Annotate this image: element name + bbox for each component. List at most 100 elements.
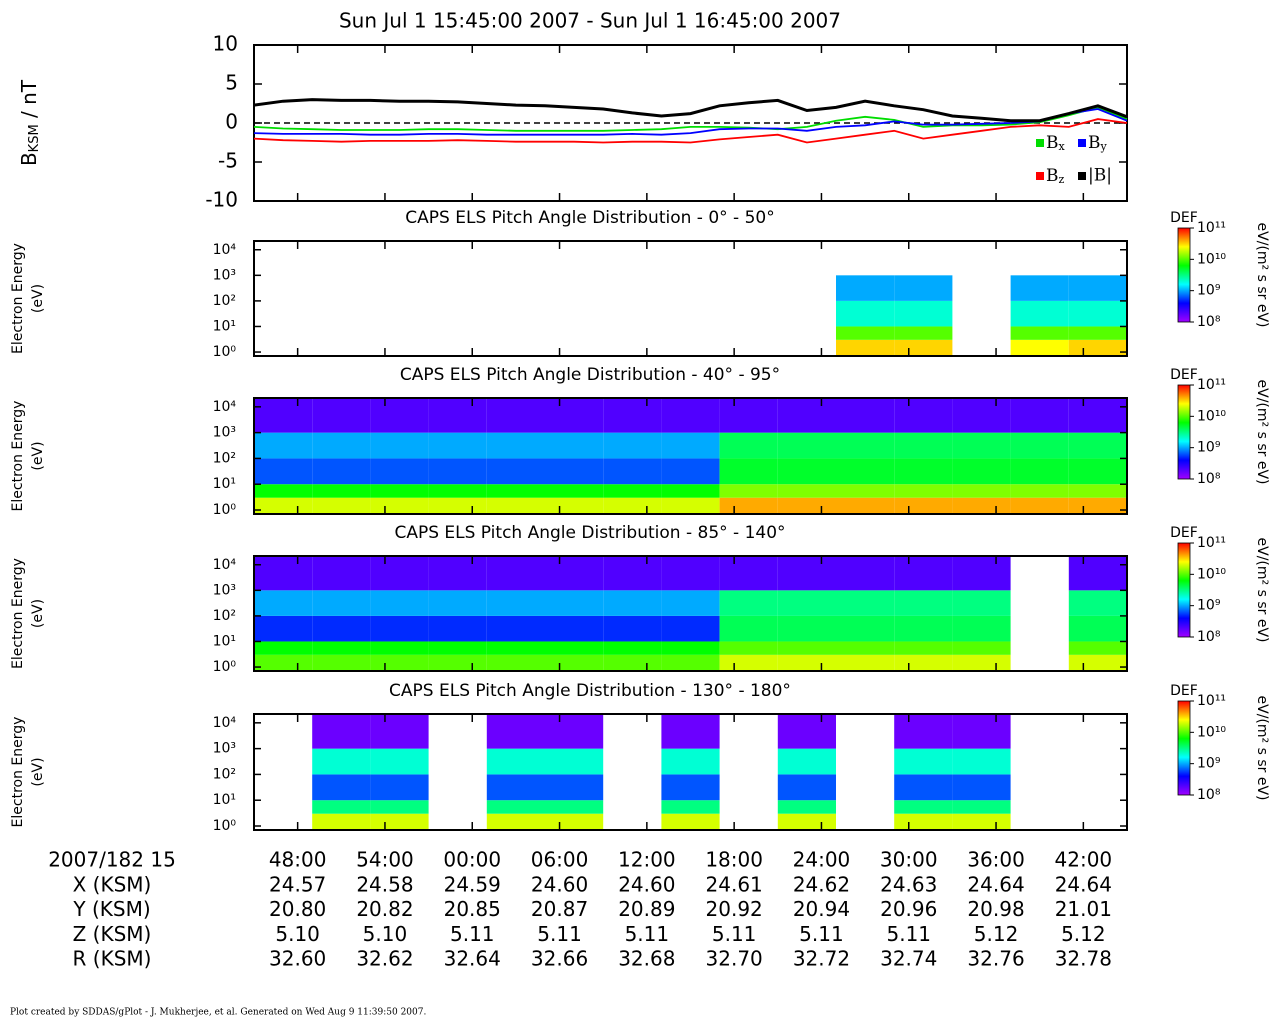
y-tick-label: 10³ (213, 741, 236, 757)
ephemeris-value: 5.11 (625, 922, 670, 946)
heat-cell (777, 800, 836, 814)
heat-cell (603, 590, 662, 616)
heat-cell (312, 615, 371, 642)
x-tick-label: 36:00 (967, 848, 1025, 872)
heat-cell (428, 590, 487, 616)
colorbar (1177, 384, 1191, 480)
heat-cell (486, 556, 545, 591)
heat-cell (312, 813, 371, 830)
heat-cell (370, 813, 429, 830)
heat-cell (428, 556, 487, 591)
y-tick-label: 10 (213, 32, 238, 56)
heat-cell (719, 497, 778, 514)
panel-title: CAPS ELS Pitch Angle Distribution - 130°… (389, 681, 791, 701)
heat-cell (486, 813, 545, 830)
heat-cell (894, 714, 953, 749)
heat-cell (894, 339, 953, 356)
y-tick-label: -10 (205, 188, 238, 212)
heat-cell (428, 484, 487, 498)
heat-cell (777, 813, 836, 830)
heat-cell (952, 458, 1011, 485)
heat-cell (836, 339, 895, 356)
x-tick-label: 18:00 (705, 848, 763, 872)
heat-cell (370, 800, 429, 814)
heat-cell (894, 590, 953, 616)
heat-cell (836, 615, 895, 642)
heat-cell (1010, 458, 1069, 485)
colorbar-units: eV/(m² s sr eV) (1254, 538, 1270, 643)
heat-cell (952, 556, 1011, 591)
y-tick-label: 10⁰ (213, 659, 237, 675)
colorbar-tick-label: 10⁸ (1197, 629, 1221, 645)
ephemeris-value: 24.60 (618, 873, 675, 897)
ephemeris-value: 24.64 (1055, 873, 1112, 897)
heat-cell (1068, 458, 1127, 485)
heat-cell (894, 326, 953, 340)
heat-cell (545, 484, 604, 498)
heat-cell (1010, 275, 1069, 301)
series-line (253, 106, 1128, 132)
colorbar-tick-label: 10⁹ (1197, 598, 1221, 614)
heat-cell (370, 484, 429, 498)
ephemeris-value: 20.89 (618, 897, 675, 921)
heat-cell (719, 615, 778, 642)
colorbar-label: DEF (1170, 683, 1198, 699)
colorbar-tick-label: 10¹⁰ (1197, 251, 1226, 267)
ephemeris-value: 32.70 (706, 947, 763, 971)
heat-cell (661, 484, 720, 498)
heat-cell (312, 714, 371, 749)
ephemeris-value: 32.64 (444, 947, 501, 971)
heat-cell (545, 556, 604, 591)
colorbar-tick-label: 10¹¹ (1197, 693, 1226, 709)
heat-cell (370, 432, 429, 459)
y-tick-label: 0 (225, 110, 238, 134)
heat-cell (428, 432, 487, 459)
ephemeris-value: 24.61 (706, 873, 763, 897)
colorbar-units: eV/(m² s sr eV) (1254, 696, 1270, 801)
ephemeris-value: 24.59 (444, 873, 501, 897)
heat-cell (777, 714, 836, 749)
y-axis-units: (eV) (30, 441, 46, 470)
colorbar-units: eV/(m² s sr eV) (1254, 223, 1270, 328)
colorbar-tick-label: 10¹⁰ (1197, 566, 1226, 582)
y-tick-label: 10¹ (213, 476, 236, 492)
heat-cell (894, 300, 953, 327)
heat-cell (1010, 339, 1069, 356)
legend-swatch (1036, 172, 1044, 180)
heat-cell (777, 590, 836, 616)
heat-cell (312, 556, 371, 591)
heat-cell (836, 497, 895, 514)
y-tick-label: 5 (225, 71, 238, 95)
y-axis-label: Electron Energy (10, 717, 26, 828)
heat-cell (719, 484, 778, 498)
heat-cell (836, 654, 895, 671)
legend-label: |B| (1088, 166, 1112, 186)
ephemeris-value: 24.63 (880, 873, 937, 897)
legend-label: Bz (1046, 166, 1065, 187)
heat-cell (428, 641, 487, 655)
heat-cell (1068, 641, 1127, 655)
heat-cell (370, 590, 429, 616)
heat-cell (312, 748, 371, 775)
heat-cell (952, 714, 1011, 749)
heat-cell (777, 484, 836, 498)
plot-frame (253, 713, 1128, 831)
heat-cell (952, 590, 1011, 616)
y-tick-label: 10⁰ (213, 818, 237, 834)
heat-cell (777, 641, 836, 655)
colorbar (1177, 700, 1191, 796)
heat-cell (661, 615, 720, 642)
heat-cell (486, 432, 545, 459)
heat-cell (603, 641, 662, 655)
ephemeris-value: 21.01 (1055, 897, 1112, 921)
series-line (253, 108, 1128, 136)
ephemeris-value: 5.12 (1061, 922, 1106, 946)
y-axis-label: Electron Energy (10, 558, 26, 669)
heat-cell (719, 432, 778, 459)
heat-cell (1068, 432, 1127, 459)
ephemeris-value: 24.62 (793, 873, 850, 897)
heat-cell (254, 556, 313, 591)
heat-cell (486, 458, 545, 485)
colorbar-label: DEF (1170, 210, 1198, 226)
colorbar-tick-label: 10¹¹ (1197, 377, 1226, 393)
